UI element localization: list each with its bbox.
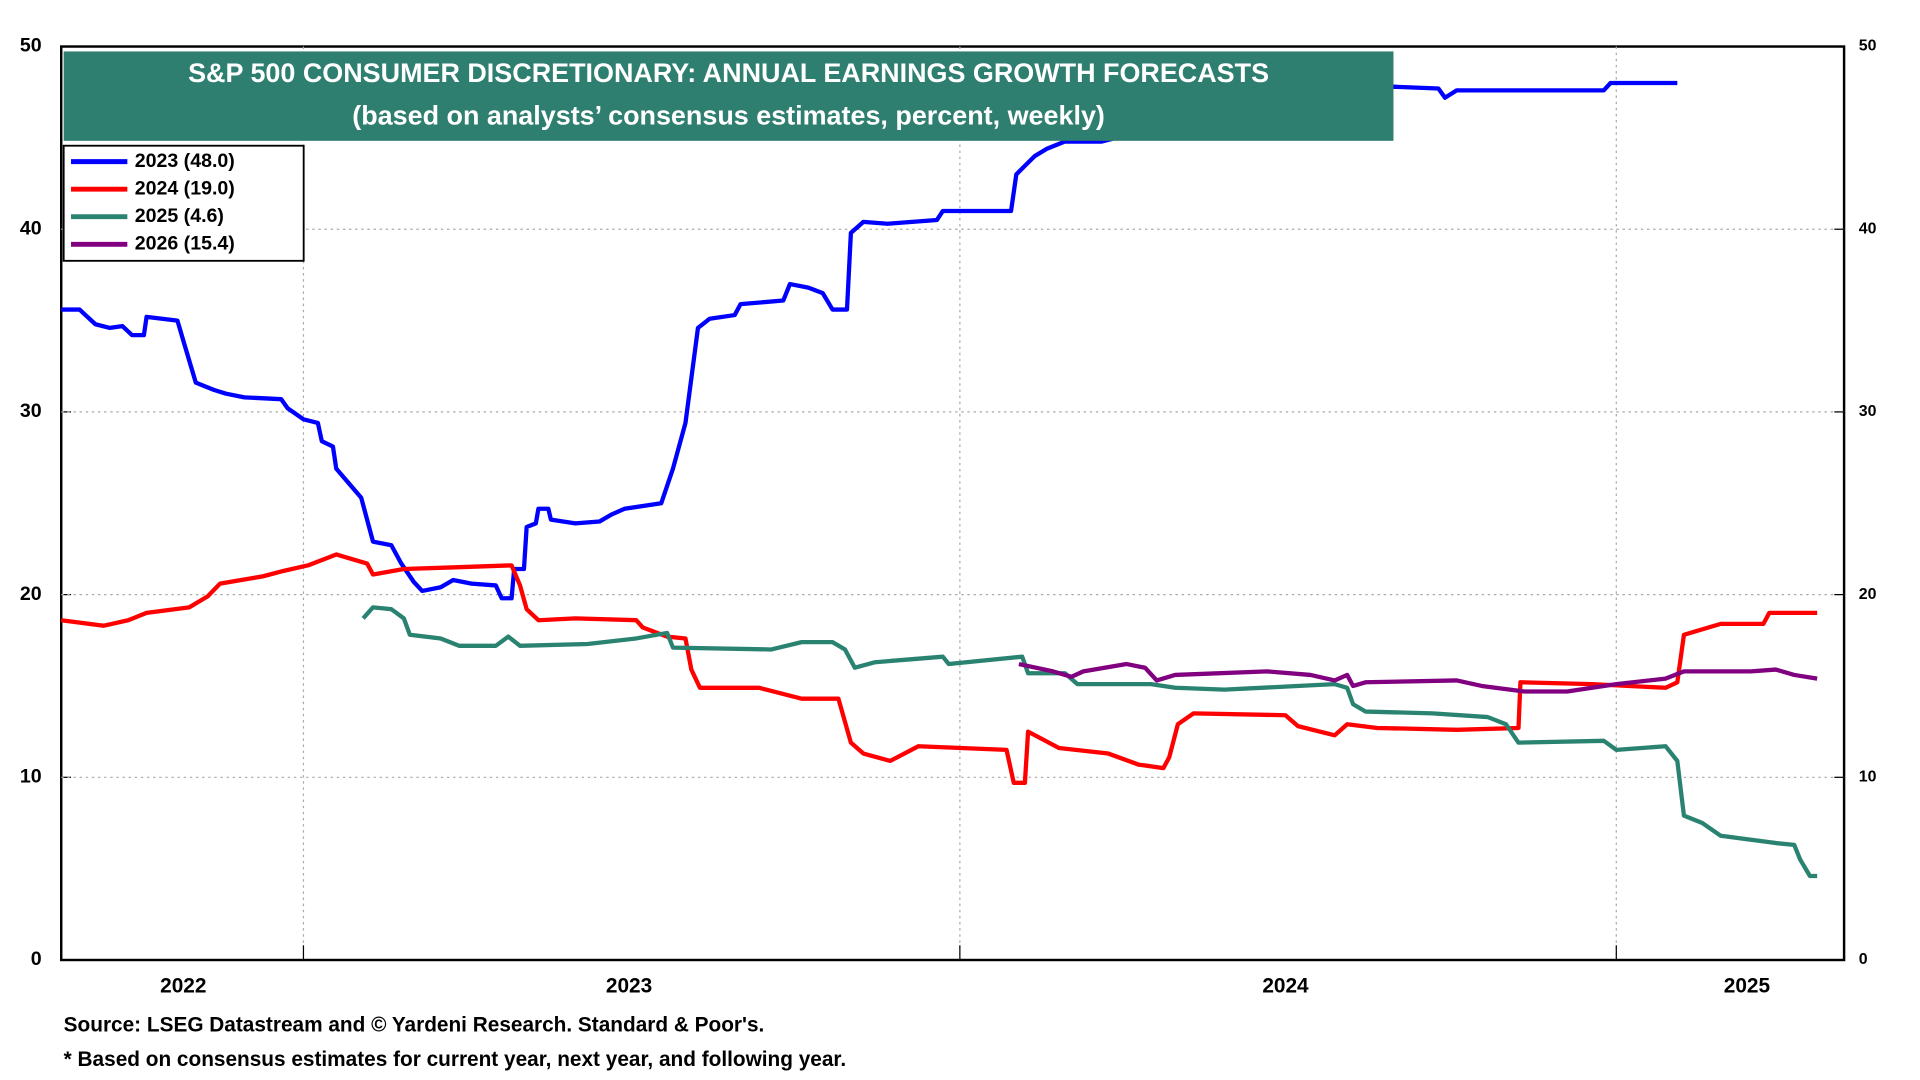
chart-subtitle: (based on analysts’ consensus estimates,… <box>352 101 1105 131</box>
y-tick-label: 10 <box>20 765 42 787</box>
legend: 2023 (48.0) 2024 (19.0) 2025 (4.6) 2026 (15… <box>71 150 235 254</box>
y2-tick-label: 20 <box>1859 586 1877 603</box>
x-tick-label: 2022 <box>160 974 206 997</box>
x-tick-label: 2024 <box>1262 974 1309 997</box>
title-box <box>63 51 1394 141</box>
legend-label: 2025 (4.6) <box>135 205 224 227</box>
series-line <box>61 80 1678 601</box>
series-line <box>1018 661 1818 694</box>
legend-label: 2026 (15.4) <box>135 232 235 254</box>
y-tick-label: 50 <box>20 35 42 57</box>
grid <box>61 45 1845 961</box>
y2-tick-label: 30 <box>1859 403 1877 420</box>
y2-tick-label: 0 <box>1859 951 1868 968</box>
footnote: * Based on consensus estimates for curre… <box>64 1048 846 1071</box>
y-tick-label: 40 <box>20 217 42 239</box>
source-note: Source: LSEG Datastream and © Yardeni Re… <box>64 1014 765 1037</box>
legend-box <box>62 144 305 262</box>
legend-label: 2023 (48.0) <box>135 150 235 172</box>
y-tick-label: 0 <box>31 948 42 970</box>
y-tick-label: 20 <box>20 583 42 605</box>
x-tick-label: 2023 <box>606 974 652 997</box>
plot-frame <box>60 45 1846 962</box>
chart-title: S&P 500 CONSUMER DISCRETIONARY: ANNUAL E… <box>188 58 1269 88</box>
series-line <box>60 552 1818 785</box>
y2-tick-label: 50 <box>1859 38 1877 55</box>
y2-tick-label: 10 <box>1859 769 1877 786</box>
legend-label: 2024 (19.0) <box>135 177 235 199</box>
y-tick-label: 30 <box>20 400 42 422</box>
x-tick-label: 2025 <box>1724 974 1770 997</box>
lines <box>60 80 1818 879</box>
y2-tick-label: 40 <box>1859 220 1877 237</box>
